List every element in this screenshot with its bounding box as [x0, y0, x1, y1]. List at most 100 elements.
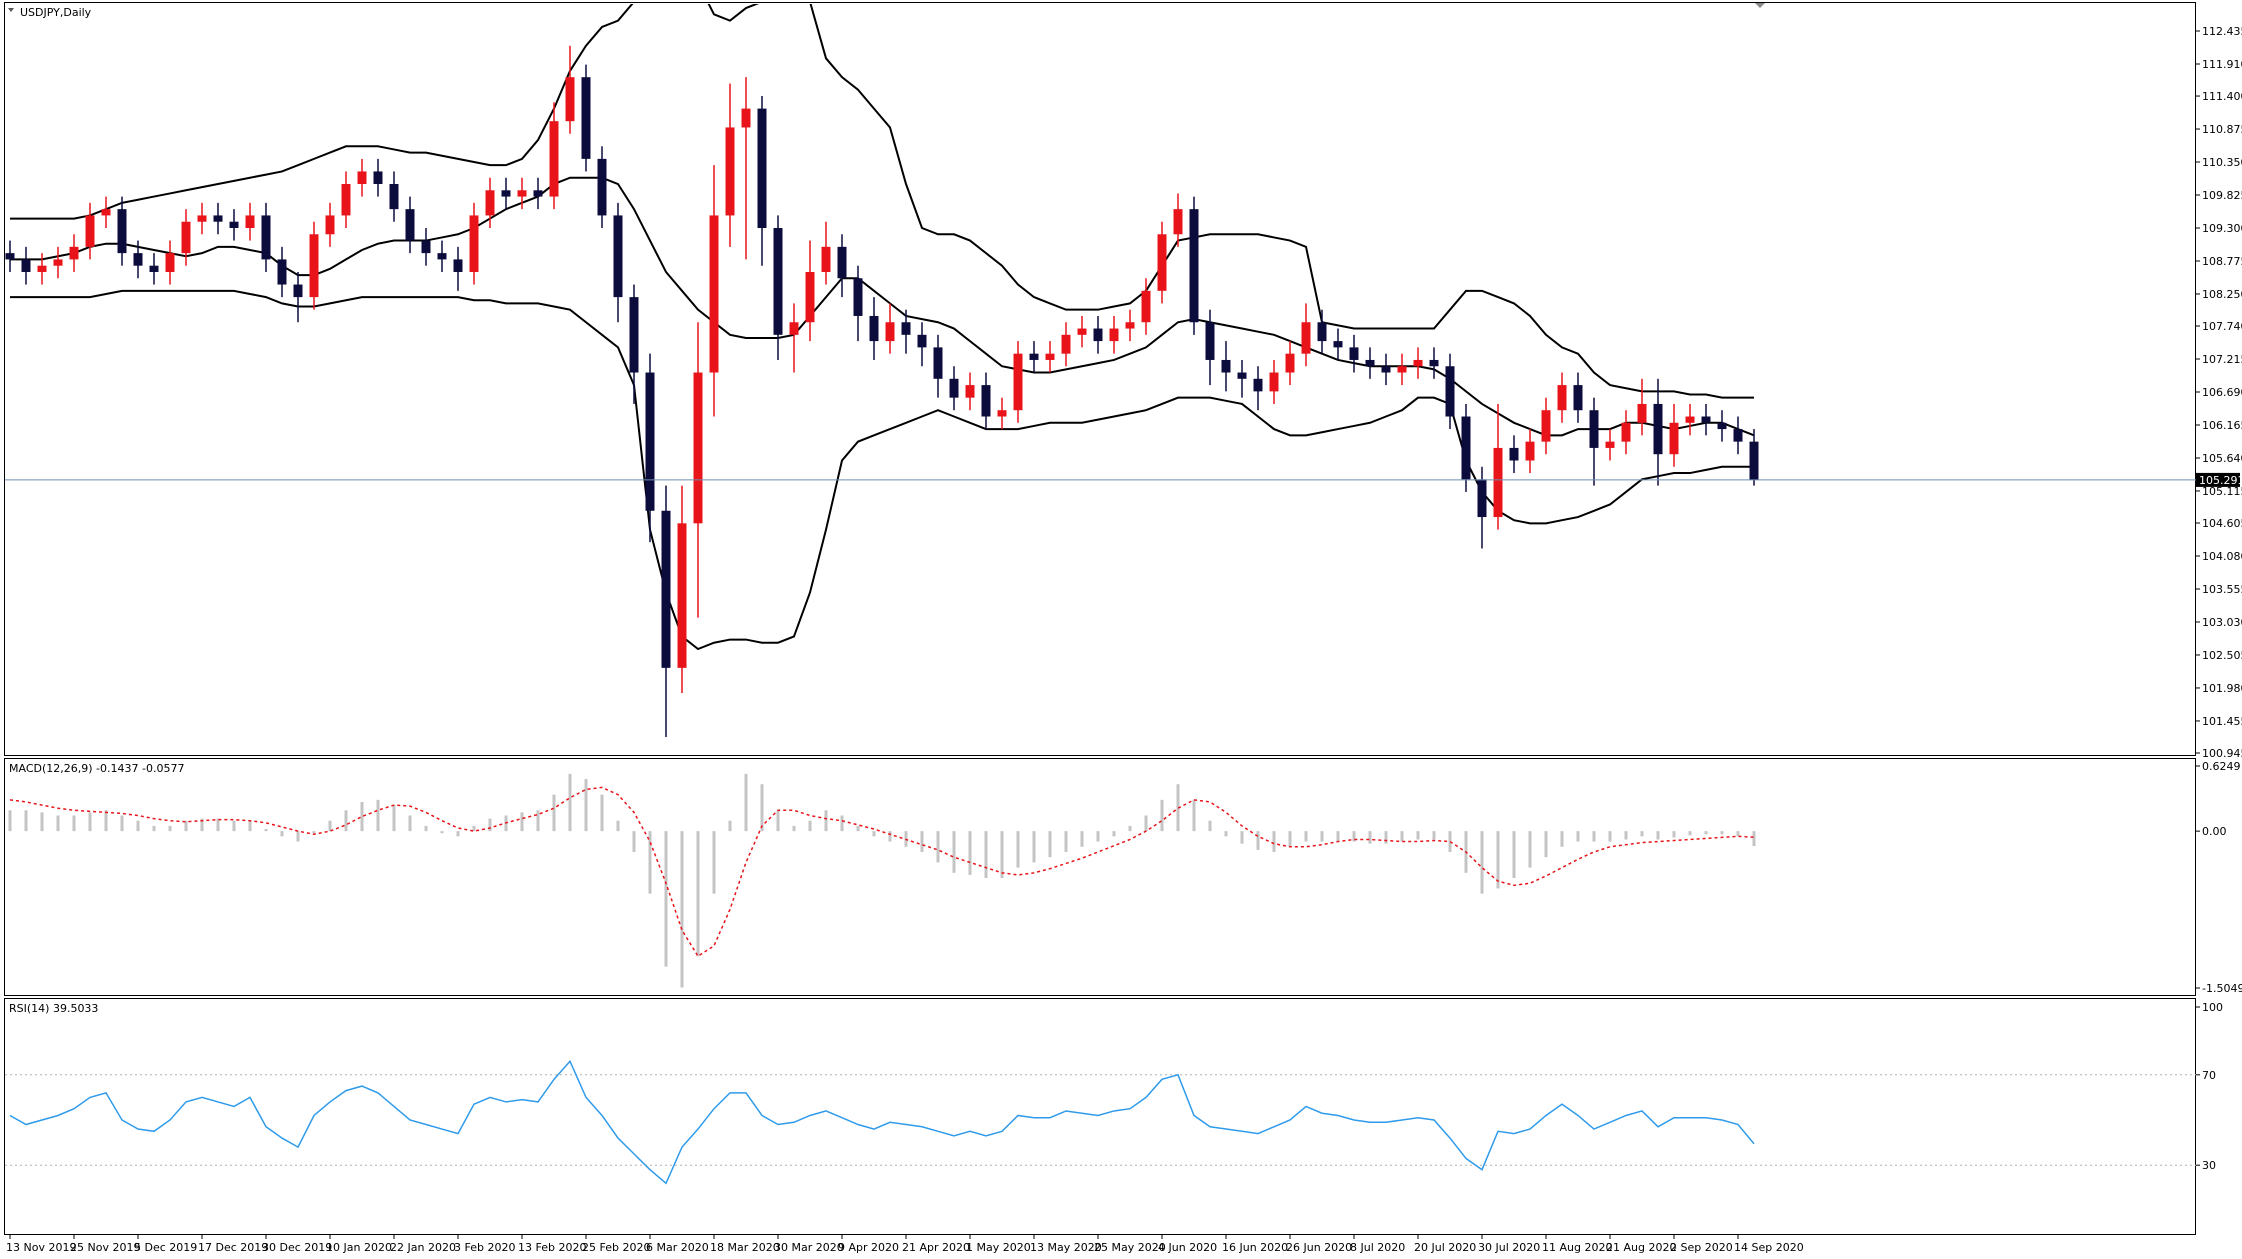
macd-histogram-bar — [488, 818, 492, 832]
macd-histogram-bar — [1608, 831, 1612, 842]
macd-panel — [4, 758, 2196, 996]
candle-body — [1557, 385, 1567, 411]
macd-histogram-bar — [936, 831, 940, 863]
macd-histogram-bar — [360, 801, 364, 832]
y-tick-label: 0.00 — [2202, 825, 2227, 838]
y-tick-label: 103.030 — [2202, 616, 2242, 629]
candle-body — [1429, 359, 1439, 367]
candle-body — [1125, 322, 1135, 329]
macd-histogram-bar — [1032, 831, 1036, 863]
macd-histogram-bar — [1288, 831, 1292, 847]
y-tick-label: 110.875 — [2202, 123, 2242, 136]
macd-histogram-bar — [1432, 831, 1436, 840]
macd-histogram-bar — [472, 825, 476, 832]
macd-histogram-bar — [600, 794, 604, 832]
candle-body — [1589, 410, 1599, 448]
candle-body — [1685, 416, 1695, 423]
x-tick-label: 9 Apr 2020 — [838, 1241, 899, 1254]
macd-histogram-bar — [1112, 831, 1116, 837]
macd-histogram-bar — [728, 820, 732, 832]
candle-body — [1717, 422, 1727, 430]
candle-body — [293, 284, 303, 298]
macd-histogram-bar — [216, 818, 220, 832]
candle-body — [997, 410, 1007, 417]
main-panel — [4, 2, 2196, 756]
candle-body — [1157, 234, 1167, 291]
x-tick-label: 1 May 2020 — [966, 1241, 1031, 1254]
candle-body — [1221, 359, 1231, 373]
candle-body — [1077, 328, 1087, 335]
macd-histogram-bar — [1160, 799, 1164, 832]
candle-body — [1317, 322, 1327, 342]
candle-body — [213, 215, 223, 222]
x-tick-label: 13 Nov 2019 — [6, 1241, 76, 1254]
candle-body — [437, 253, 447, 260]
macd-histogram-bar — [1656, 831, 1660, 840]
macd-histogram-bar — [920, 831, 924, 852]
candle-body — [1333, 341, 1343, 348]
y-tick-label: 101.455 — [2202, 715, 2242, 728]
macd-histogram-bar — [1560, 831, 1564, 847]
panel-title: MACD(12,26,9) -0.1437 -0.0577 — [9, 762, 184, 775]
macd-histogram-bar — [328, 820, 332, 832]
bollinger-band — [10, 176, 1755, 437]
y-tick-label: 70 — [2202, 1069, 2216, 1082]
candle-body — [1381, 366, 1391, 373]
x-tick-label: 30 Mar 2020 — [774, 1241, 844, 1254]
macd-histogram-bar — [792, 825, 796, 832]
macd-histogram-bar — [808, 820, 812, 832]
y-tick-label: 101.980 — [2202, 682, 2242, 695]
candle-body — [885, 322, 895, 342]
symbol-menu-icon[interactable] — [8, 8, 14, 12]
macd-histogram-bar — [1704, 831, 1708, 835]
x-tick-label: 8 Jul 2020 — [1350, 1241, 1405, 1254]
macd-histogram-bar — [1576, 831, 1580, 842]
macd-histogram-bar — [888, 831, 892, 842]
macd-histogram-bar — [1752, 831, 1756, 847]
y-tick-label: 111.400 — [2202, 90, 2242, 103]
candle-body — [1013, 353, 1023, 411]
x-tick-label: 21 Aug 2020 — [1606, 1241, 1676, 1254]
macd-histogram-bar — [1512, 831, 1516, 879]
candle-body — [757, 108, 767, 228]
rsi-line — [9, 1059, 1755, 1185]
macd-histogram-bar — [872, 831, 876, 837]
candle-body — [1253, 378, 1263, 392]
macd-histogram-bar — [296, 831, 300, 842]
macd-histogram-bar — [664, 831, 668, 967]
candle-body — [725, 127, 735, 216]
candle-body — [597, 158, 607, 216]
x-tick-label: 3 Feb 2020 — [454, 1241, 515, 1254]
candle-body — [341, 184, 351, 216]
y-tick-label: 106.690 — [2202, 386, 2242, 399]
rsi-panel — [4, 998, 2196, 1235]
macd-histogram-bar — [1144, 815, 1148, 832]
candle-body — [21, 259, 31, 272]
macd-histogram-bar — [200, 818, 204, 832]
candle-body — [1621, 422, 1631, 442]
macd-histogram-bar — [952, 831, 956, 873]
macd-histogram-bar — [120, 815, 124, 832]
candle-body — [549, 121, 559, 197]
candle-body — [1749, 441, 1759, 480]
macd-histogram-bar — [968, 831, 972, 875]
macd-histogram-bar — [168, 825, 172, 832]
y-tick-label: 104.605 — [2202, 517, 2242, 530]
y-tick-label: 0.6249 — [2202, 760, 2241, 773]
candle-body — [533, 190, 543, 197]
macd-histogram-bar — [1400, 831, 1404, 842]
y-tick-label: 111.910 — [2202, 58, 2242, 71]
y-tick-label: 106.165 — [2202, 419, 2242, 432]
macd-histogram-bar — [1528, 831, 1532, 868]
macd-histogram-bar — [1272, 831, 1276, 852]
y-tick-label: 109.825 — [2202, 189, 2242, 202]
candle-body — [853, 278, 863, 316]
candle-body — [1461, 416, 1471, 480]
candle-body — [1605, 441, 1615, 448]
candle-body — [1509, 447, 1519, 461]
candle-body — [229, 221, 239, 228]
candle-body — [117, 209, 127, 254]
